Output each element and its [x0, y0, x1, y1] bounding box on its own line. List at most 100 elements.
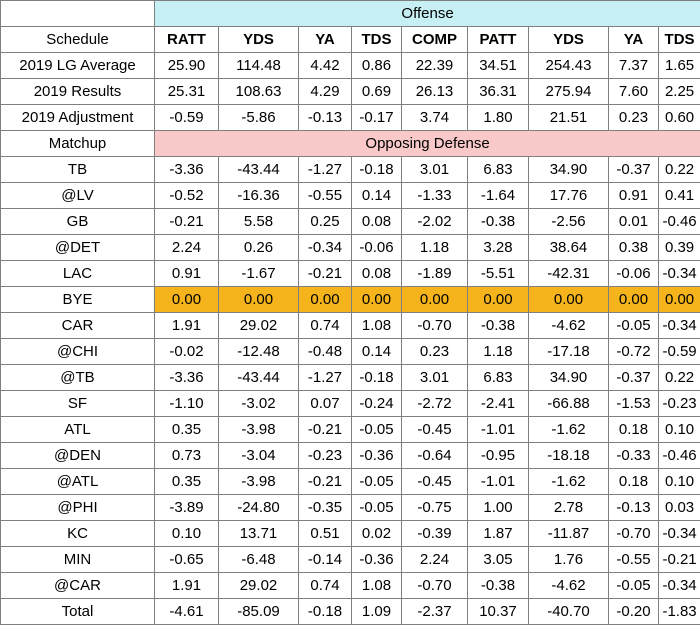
offense-header-row: Offense [0, 0, 700, 27]
value-cell: 0.08 [351, 260, 402, 287]
value-cell: -0.35 [298, 494, 352, 521]
bye-week-row: BYE 0.00 0.00 0.00 0.00 0.00 0.00 0.00 0.00 0.00 [0, 286, 700, 313]
value-cell: 254.43 [528, 52, 609, 79]
value-cell: -0.75 [401, 494, 468, 521]
value-cell: -0.36 [351, 546, 402, 573]
row-label: MIN [0, 546, 155, 573]
column-header: TDS [351, 26, 402, 53]
value-cell: -1.01 [467, 416, 529, 443]
row-label: LAC [0, 260, 155, 287]
value-cell: 0.10 [657, 468, 700, 495]
column-header: YDS [218, 26, 299, 53]
value-cell: 0.00 [154, 286, 219, 313]
column-header: PATT [467, 26, 529, 53]
matchup-row: @DEN 0.73 -3.04 -0.23 -0.36 -0.64 -0.95 -18.18-… [0, 442, 700, 469]
value-cell: -0.59 [657, 338, 700, 365]
value-cell: 0.01 [608, 208, 659, 235]
value-cell: -1.83 [657, 598, 700, 625]
matchup-row: @PHI -3.89 -24.80 -0.35 -0.05 -0.75 1.00 2.78 -0… [0, 494, 700, 521]
value-cell: -0.46 [657, 208, 700, 235]
row-label: @LV [0, 182, 155, 209]
value-cell: 0.38 [608, 234, 659, 261]
value-cell: 10.37 [467, 598, 529, 625]
value-cell: 4.42 [298, 52, 352, 79]
column-header: YA [608, 26, 659, 53]
value-cell: 26.13 [401, 78, 468, 105]
row-label: @TB [0, 364, 155, 391]
value-cell: 0.91 [608, 182, 659, 209]
value-cell: 1.65 [657, 52, 700, 79]
row-label: @DET [0, 234, 155, 261]
value-cell: 1.09 [351, 598, 402, 625]
row-label: @DEN [0, 442, 155, 469]
value-cell: 0.73 [154, 442, 219, 469]
value-cell: 6.83 [467, 156, 529, 183]
value-cell: -0.45 [401, 416, 468, 443]
value-cell: -3.36 [154, 156, 219, 183]
value-cell: -0.05 [608, 572, 659, 599]
value-cell: 1.08 [351, 312, 402, 339]
value-cell: 29.02 [218, 572, 299, 599]
value-cell: -0.21 [298, 468, 352, 495]
value-cell: -1.67 [218, 260, 299, 287]
value-cell: 29.02 [218, 312, 299, 339]
value-cell: -0.37 [608, 156, 659, 183]
value-cell: -0.06 [351, 234, 402, 261]
value-cell: -0.33 [608, 442, 659, 469]
row-label: @ATL [0, 468, 155, 495]
value-cell: -0.23 [298, 442, 352, 469]
value-cell: 34.90 [528, 364, 609, 391]
value-cell: 0.00 [467, 286, 529, 313]
value-cell: 0.91 [154, 260, 219, 287]
matchup-row: @CAR 1.91 29.02 0.74 1.08 -0.70 -0.38 -4.62 -0.0… [0, 572, 700, 599]
value-cell: 7.60 [608, 78, 659, 105]
value-cell: 0.10 [657, 416, 700, 443]
value-cell: 0.00 [657, 286, 700, 313]
value-cell: 1.00 [467, 494, 529, 521]
value-cell: -1.01 [467, 468, 529, 495]
value-cell: -0.38 [467, 312, 529, 339]
value-cell: 34.90 [528, 156, 609, 183]
value-cell: -0.45 [401, 468, 468, 495]
value-cell: 1.87 [467, 520, 529, 547]
value-cell: -0.05 [351, 468, 402, 495]
column-header: RATT [154, 26, 219, 53]
value-cell: 0.00 [298, 286, 352, 313]
value-cell: -1.27 [298, 156, 352, 183]
value-cell: 0.00 [218, 286, 299, 313]
column-header: YDS [528, 26, 609, 53]
value-cell: -0.70 [401, 572, 468, 599]
row-label: 2019 Adjustment [0, 104, 155, 131]
value-cell: 0.23 [608, 104, 659, 131]
value-cell: 0.26 [218, 234, 299, 261]
value-cell: -85.09 [218, 598, 299, 625]
value-cell: -11.87 [528, 520, 609, 547]
value-cell: -0.18 [298, 598, 352, 625]
value-cell: 25.31 [154, 78, 219, 105]
summary-row: 2019 Adjustment -0.59 -5.86 -0.13 -0.17 3.74 1… [0, 104, 700, 131]
value-cell: 3.74 [401, 104, 468, 131]
matchup-row: @ATL 0.35 -3.98 -0.21 -0.05 -0.45 -1.01 -1.62 0.… [0, 468, 700, 495]
matchup-row: CAR 1.91 29.02 0.74 1.08 -0.70 -0.38 -4.62 -0.05… [0, 312, 700, 339]
value-cell: 0.86 [351, 52, 402, 79]
value-cell: 0.22 [657, 364, 700, 391]
column-header: YA [298, 26, 352, 53]
value-cell: 1.18 [401, 234, 468, 261]
value-cell: 0.22 [657, 156, 700, 183]
value-cell: 2.24 [154, 234, 219, 261]
value-cell: -1.53 [608, 390, 659, 417]
value-cell: -0.55 [298, 182, 352, 209]
value-cell: -43.44 [218, 156, 299, 183]
value-cell: -0.70 [401, 312, 468, 339]
schedule-label: Schedule [0, 26, 155, 53]
matchup-label: Matchup [0, 130, 155, 157]
value-cell: 0.03 [657, 494, 700, 521]
value-cell: 0.18 [608, 468, 659, 495]
matchup-row: ATL 0.35 -3.98 -0.21 -0.05 -0.45 -1.01 -1.62 0.1… [0, 416, 700, 443]
value-cell: 3.05 [467, 546, 529, 573]
row-label: ATL [0, 416, 155, 443]
value-cell: -17.18 [528, 338, 609, 365]
matchup-row: LAC 0.91 -1.67 -0.21 0.08 -1.89 -5.51 -42.31 -0.… [0, 260, 700, 287]
value-cell: 0.39 [657, 234, 700, 261]
row-label: 2019 Results [0, 78, 155, 105]
